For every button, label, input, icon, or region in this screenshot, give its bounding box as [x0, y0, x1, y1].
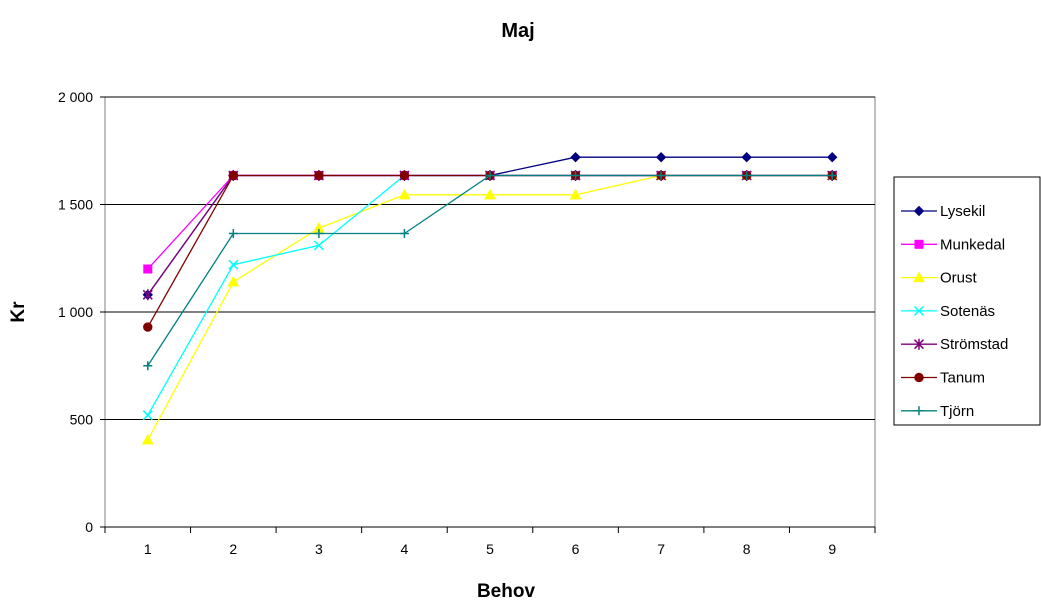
data-point: [399, 229, 409, 239]
legend-label: Strömstad: [940, 336, 1008, 353]
x-tick-label: 6: [572, 541, 580, 557]
x-tick-label: 5: [486, 541, 494, 557]
data-point: [484, 188, 496, 200]
series-tjörn: [143, 170, 837, 371]
x-tick-label: 3: [315, 541, 323, 557]
data-point: [913, 205, 925, 217]
legend-item: Lysekil: [901, 203, 985, 220]
series-line: [147, 174, 833, 441]
data-point: [741, 151, 752, 163]
data-point: [228, 259, 239, 270]
data-point: [142, 410, 153, 421]
series-orust: [141, 169, 839, 445]
y-tick-label: 2 000: [58, 89, 93, 105]
data-point: [742, 170, 752, 180]
data-point: [485, 170, 495, 180]
plot-area: 0 500 1 000 1 500 2 000 1 2 3 4 5 6 7 8 9: [58, 89, 876, 557]
series-sotenäs: [142, 170, 838, 421]
data-point: [914, 372, 924, 383]
data-point: [143, 264, 153, 274]
data-point: [569, 188, 582, 200]
legend-item: Sotenäs: [901, 303, 995, 320]
data-point: [314, 170, 324, 181]
data-point: [314, 229, 324, 239]
data-point: [570, 151, 581, 163]
chart-title: Maj: [501, 20, 534, 42]
legend-item: Strömstad: [901, 336, 1008, 353]
legend-label: Tjörn: [940, 403, 974, 420]
y-tick-label: 0: [85, 519, 93, 535]
y-tick-label: 500: [70, 412, 94, 428]
y-axis-title: Kr: [8, 301, 29, 323]
data-point: [228, 229, 238, 239]
x-tick-label: 2: [229, 541, 237, 557]
data-point: [913, 305, 925, 316]
legend-item: Tjörn: [901, 403, 974, 420]
data-point: [571, 170, 581, 180]
legend-item: Orust: [901, 270, 978, 287]
data-point: [827, 170, 837, 180]
legend-label: Sotenäs: [940, 303, 995, 320]
data-point: [914, 406, 924, 416]
x-tick-label: 8: [743, 541, 751, 557]
data-point: [914, 239, 924, 249]
legend-item: Tanum: [901, 370, 985, 387]
series-line: [147, 174, 833, 416]
legend-item: Munkedal: [901, 236, 1005, 253]
data-point: [399, 170, 410, 181]
data-point: [656, 170, 666, 180]
series-munkedal: [143, 170, 837, 274]
data-point: [142, 289, 153, 301]
y-tick-label: 1 000: [58, 304, 93, 320]
data-point: [313, 240, 324, 251]
legend: Lysekil Munkedal Orust Sotenäs Strömstad Tanu…: [893, 176, 1041, 426]
x-tick-label: 9: [828, 541, 836, 557]
data-point: [827, 151, 838, 163]
legend-label: Orust: [940, 270, 978, 287]
legend-label: Lysekil: [940, 203, 985, 220]
data-point: [143, 361, 153, 371]
data-point: [228, 170, 239, 181]
data-point: [143, 322, 153, 332]
legend-label: Munkedal: [940, 236, 1005, 253]
data-point: [913, 271, 925, 283]
legend-box: [893, 176, 1041, 426]
legend-label: Tanum: [940, 370, 985, 387]
x-axis-title: Behov: [477, 581, 536, 602]
data-point: [398, 188, 411, 200]
data-point: [913, 338, 925, 350]
y-tick-label: 1 500: [58, 197, 93, 213]
x-tick-label: 1: [144, 541, 152, 557]
x-tick-label: 4: [401, 541, 409, 557]
data-point: [227, 275, 240, 287]
data-point: [655, 151, 667, 163]
x-tick-label: 7: [657, 541, 665, 557]
data-point: [141, 433, 154, 445]
